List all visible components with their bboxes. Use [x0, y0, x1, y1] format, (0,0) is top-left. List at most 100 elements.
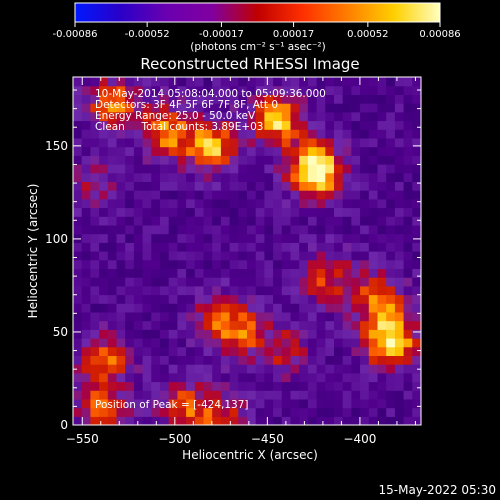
- heatmap-cell: [351, 338, 361, 348]
- heatmap-cell: [90, 164, 100, 174]
- heatmap-cell: [151, 94, 161, 104]
- heatmap-cell: [238, 129, 248, 139]
- heatmap-cell: [412, 85, 421, 95]
- heatmap-cell: [220, 259, 231, 269]
- heatmap-cell: [212, 172, 222, 182]
- heatmap-cell: [81, 224, 91, 235]
- heatmap-cell: [194, 268, 205, 278]
- heatmap-cell: [403, 407, 413, 417]
- heatmap-cell: [403, 277, 413, 287]
- heatmap-cell: [273, 416, 283, 425]
- heatmap-cell: [412, 398, 421, 409]
- heatmap-cell: [412, 338, 421, 348]
- heatmap-cell: [107, 155, 118, 165]
- heatmap-cell: [107, 381, 118, 391]
- heatmap-cell: [142, 111, 152, 122]
- heatmap-cell: [212, 94, 222, 104]
- heatmap-cell: [133, 137, 144, 148]
- heatmap-cell: [334, 181, 344, 191]
- heatmap-cell: [212, 285, 222, 296]
- heatmap-cell: [247, 207, 257, 217]
- heatmap-cell: [212, 407, 222, 417]
- heatmap-cell: [403, 129, 413, 139]
- heatmap-cell: [116, 198, 126, 209]
- heatmap-cell: [186, 224, 196, 235]
- heatmap-cell: [316, 242, 326, 252]
- heatmap-cell: [90, 338, 100, 348]
- heatmap-cell: [203, 77, 213, 87]
- heatmap-cell: [307, 381, 318, 391]
- heatmap-cell: [133, 311, 144, 322]
- heatmap-cell: [255, 268, 265, 278]
- y-axis-label: Heliocentric Y (arcsec): [26, 184, 40, 319]
- heatmap-cell: [412, 242, 421, 252]
- heatmap-cell: [203, 390, 213, 400]
- heatmap-cell: [368, 259, 379, 269]
- heatmap-cell: [394, 103, 405, 113]
- heatmap-cell: [73, 242, 83, 252]
- heatmap-cell: [73, 285, 83, 296]
- heatmap-cell: [229, 303, 239, 313]
- heatmap-cell: [81, 120, 91, 130]
- heatmap-cell: [290, 111, 300, 122]
- heatmap-cell: [151, 172, 161, 182]
- heatmap-cell: [81, 216, 91, 226]
- heatmap-cell: [116, 398, 126, 409]
- heatmap-cell: [168, 390, 178, 400]
- heatmap-cell: [351, 259, 361, 269]
- heatmap-cell: [394, 251, 405, 261]
- heatmap-cell: [351, 103, 361, 113]
- heatmap-cell: [73, 77, 83, 87]
- heatmap-cell: [229, 407, 239, 417]
- heatmap-cell: [325, 277, 335, 287]
- heatmap-cell: [299, 277, 309, 287]
- heatmap-cell: [264, 398, 274, 409]
- heatmap-cell: [264, 137, 274, 148]
- heatmap-cell: [316, 103, 326, 113]
- heatmap-cell: [403, 207, 413, 217]
- heatmap-cell: [229, 181, 239, 191]
- heatmap-cell: [186, 294, 196, 304]
- heatmap-cell: [377, 407, 387, 417]
- heatmap-cell: [412, 294, 421, 304]
- heatmap-cell: [307, 181, 318, 191]
- heatmap-cell: [151, 398, 161, 409]
- heatmap-cell: [160, 181, 170, 191]
- heatmap-cell: [368, 416, 379, 425]
- heatmap-cell: [107, 251, 118, 261]
- heatmap-cell: [125, 94, 135, 104]
- heatmap-cell: [394, 407, 405, 417]
- heatmap-cell: [368, 146, 379, 156]
- heatmap-cell: [299, 364, 309, 374]
- heatmap-cell: [247, 190, 257, 200]
- heatmap-cell: [368, 190, 379, 200]
- heatmap-cell: [247, 129, 257, 139]
- heatmap-cell: [133, 285, 144, 296]
- heatmap-cell: [342, 398, 352, 409]
- heatmap-cell: [351, 207, 361, 217]
- heatmap-cell: [377, 172, 387, 182]
- heatmap-cell: [220, 381, 231, 391]
- heatmap-cell: [229, 338, 239, 348]
- heatmap-cell: [255, 172, 265, 182]
- heatmap-cell: [142, 303, 152, 313]
- heatmap-cell: [177, 164, 187, 174]
- heatmap-cell: [107, 94, 118, 104]
- heatmap-cell: [229, 416, 239, 425]
- heatmap-cell: [203, 146, 213, 156]
- heatmap-cell: [125, 372, 135, 383]
- heatmap-cell: [386, 146, 396, 156]
- heatmap-cell: [281, 146, 292, 156]
- heatmap-cell: [116, 355, 126, 365]
- heatmap-cell: [186, 172, 196, 182]
- heatmap-cell: [255, 129, 265, 139]
- heatmap-cell: [264, 251, 274, 261]
- heatmap-cell: [99, 372, 109, 383]
- heatmap-cell: [90, 77, 100, 87]
- heatmap-cell: [281, 120, 292, 130]
- chart-title: Reconstructed RHESSI Image: [140, 55, 359, 73]
- heatmap-cell: [334, 311, 344, 322]
- heatmap-cell: [403, 181, 413, 191]
- heatmap-cell: [220, 103, 231, 113]
- heatmap-cell: [386, 259, 396, 269]
